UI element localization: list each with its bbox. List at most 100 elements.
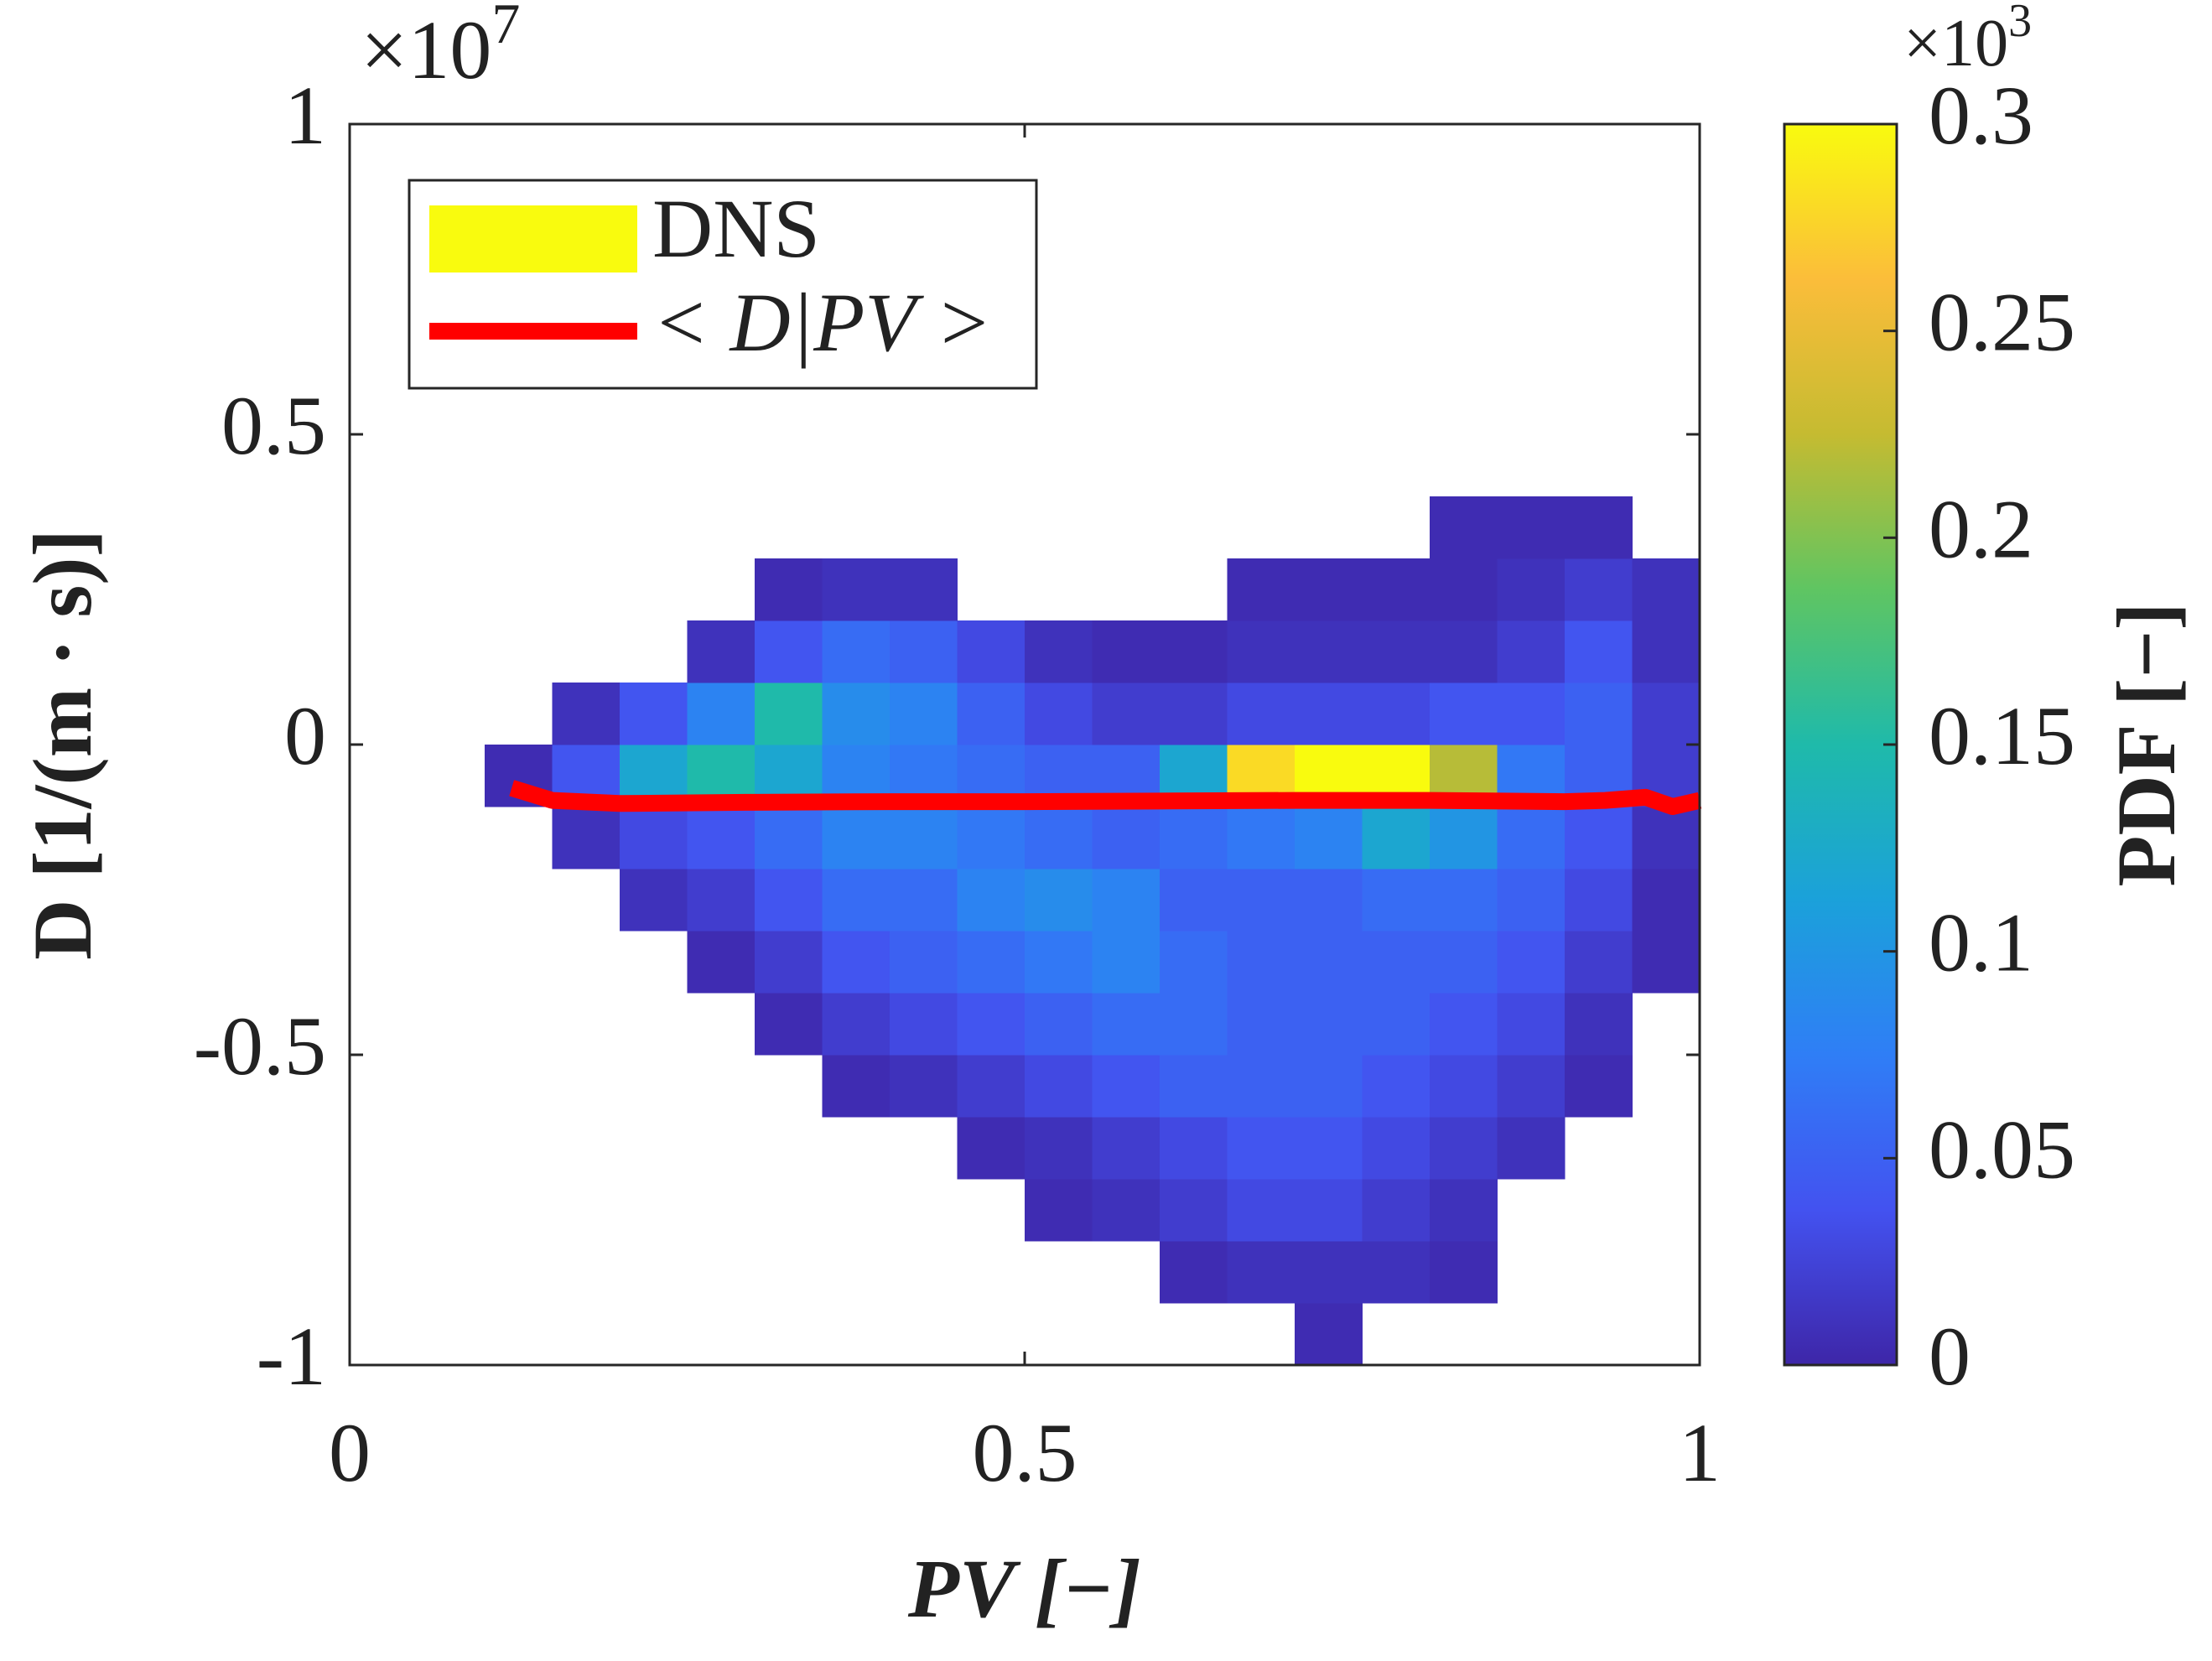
heatmap-cell (1362, 620, 1431, 683)
heatmap-cell (1430, 931, 1498, 994)
heatmap-cell (620, 683, 688, 745)
heatmap-cell (822, 993, 891, 1056)
heatmap-cell (1497, 993, 1566, 1056)
heatmap-cell (1160, 1117, 1228, 1180)
heatmap-cell (1565, 1055, 1633, 1118)
heatmap-cell (1227, 807, 1296, 869)
heatmap-cell (1295, 1303, 1363, 1366)
heatmap-cell (1227, 1241, 1296, 1304)
legend-label: DNS (652, 182, 820, 275)
heatmap-cell (1430, 683, 1498, 745)
colorbar-tick-label: 0.1 (1929, 896, 2033, 989)
heatmap-cell (1565, 869, 1633, 932)
legend: DNS< D|PV > (408, 179, 1038, 390)
heatmap-cell (1227, 1117, 1296, 1180)
heatmap-cell (1092, 1179, 1161, 1242)
heatmap-cell (890, 558, 958, 621)
mean-line (509, 780, 1702, 815)
x-tick-label: 1 (1679, 1406, 1721, 1499)
heatmap-cell (1025, 683, 1093, 745)
heatmap-cell (1160, 683, 1228, 745)
heatmap-cell (1227, 931, 1296, 994)
heatmap-cell (1160, 869, 1228, 932)
heatmap-cell (1295, 1117, 1363, 1180)
heatmap-cell (890, 807, 958, 869)
heatmap-cell (1362, 1241, 1431, 1304)
heatmap-cell (1362, 1117, 1431, 1180)
heatmap-cell (1227, 993, 1296, 1056)
heatmap-cell (1025, 1055, 1093, 1118)
colorbar-label: PDF [−] (2100, 602, 2193, 886)
heatmap-cell (1632, 869, 1701, 932)
heatmap-cell (1295, 1241, 1363, 1304)
heatmap-cell (1295, 558, 1363, 621)
heatmap-cell (1160, 1179, 1228, 1242)
heatmap-cell (1430, 1117, 1498, 1180)
colorbar-multiplier-exp: 3 (2008, 0, 2032, 47)
colorbar-tick-label: 0 (1929, 1310, 1971, 1403)
heatmap-cell (1362, 1179, 1431, 1242)
heatmap-cell (1227, 1179, 1296, 1242)
heatmap-cell (1497, 931, 1566, 994)
heatmap-cell (1092, 1055, 1161, 1118)
heatmap-cell (957, 931, 1026, 994)
heatmap-cell (755, 807, 823, 869)
heatmap-cell (1362, 931, 1431, 994)
heatmap-cell (1362, 993, 1431, 1056)
heatmap-cell (1092, 683, 1161, 745)
heatmap-cell (1565, 931, 1633, 994)
heatmap-cell (1497, 558, 1566, 621)
heatmap-cell (1632, 620, 1701, 683)
heatmap-cell (890, 931, 958, 994)
heatmap-cell (1362, 558, 1431, 621)
heatmap-cell (1632, 807, 1701, 869)
heatmap-cell (1295, 869, 1363, 932)
heatmap-cell (1227, 683, 1296, 745)
heatmap-cell (1565, 558, 1633, 621)
heatmap-cell (1430, 993, 1498, 1056)
heatmap-cell (1430, 807, 1498, 869)
heatmap-cell (1160, 993, 1228, 1056)
heatmap-cell (1092, 1117, 1161, 1180)
heatmap-cell (1092, 807, 1161, 869)
heatmap-cell (1497, 1055, 1566, 1118)
heatmap-cell (957, 1055, 1026, 1118)
colorbar-multiplier-base: ×10 (1903, 7, 2008, 80)
heatmap-cell (1497, 807, 1566, 869)
x-axis-label: PV [−] (907, 1542, 1141, 1635)
heatmap-cell (620, 807, 688, 869)
heatmap-cell (1227, 1055, 1296, 1118)
heatmap-cell (890, 620, 958, 683)
heatmap-cell (957, 869, 1026, 932)
y-multiplier: ×107 (361, 0, 520, 96)
heatmap-cell (1362, 869, 1431, 932)
legend-patch (429, 205, 637, 273)
heatmap-cell (1025, 807, 1093, 869)
y-multiplier-exp: 7 (491, 0, 520, 55)
heatmap-cell (1497, 1117, 1566, 1180)
legend-label: < D|PV > (652, 276, 992, 369)
heatmap-cell (1092, 869, 1161, 932)
heatmap-cell (1227, 558, 1296, 621)
heatmap-cell (1497, 683, 1566, 745)
heatmap-cell (1565, 620, 1633, 683)
heatmap-cell (1025, 993, 1093, 1056)
heatmap-cell (1430, 558, 1498, 621)
heatmap-cell (1497, 869, 1566, 932)
y-axis-label: D [1/(m · s)] (16, 529, 109, 960)
heatmap-cell (1025, 869, 1093, 932)
x-tick-label: 0.5 (973, 1406, 1077, 1499)
heatmap-cell (1295, 620, 1363, 683)
y-tick-label: 1 (284, 69, 326, 162)
heatmap-cell (1430, 869, 1498, 932)
y-tick-label: -1 (257, 1310, 326, 1403)
heatmap-cell (1565, 683, 1633, 745)
colorbar-tick-label: 0.25 (1929, 276, 2075, 369)
heatmap-cell (1362, 683, 1431, 745)
heatmap-cell (1632, 683, 1701, 745)
heatmap-cell (1295, 931, 1363, 994)
heatmap-cell (755, 931, 823, 994)
heatmap-cell (1295, 683, 1363, 745)
